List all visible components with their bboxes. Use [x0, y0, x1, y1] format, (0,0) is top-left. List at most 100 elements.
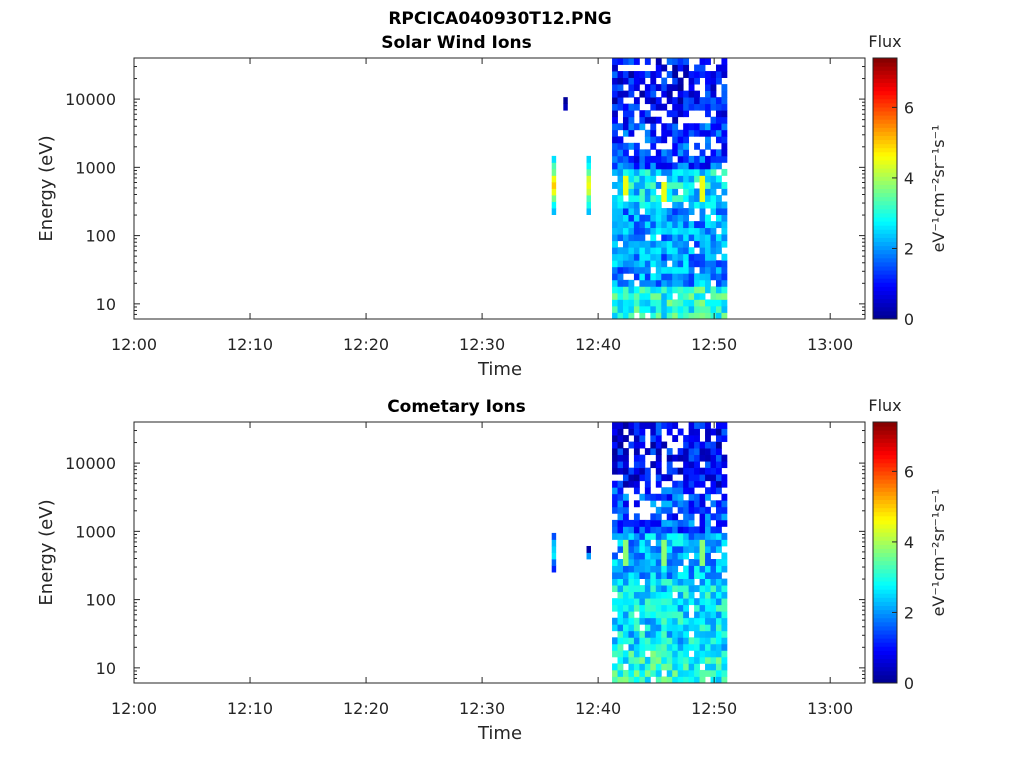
heatmap-cell [639, 663, 646, 671]
heatmap-cell [705, 305, 711, 313]
heatmap-cell [633, 208, 640, 215]
heatmap-cell [639, 611, 646, 619]
heatmap-cell [715, 656, 722, 664]
heatmap-cell [612, 643, 618, 651]
heatmap-cell [699, 292, 706, 300]
heatmap-cell [639, 656, 646, 664]
heatmap-cell [705, 611, 711, 619]
heatmap-cell [694, 441, 700, 449]
heatmap-cell [666, 559, 673, 566]
heatmap-cell [694, 195, 700, 202]
heatmap-cell [710, 611, 717, 619]
heatmap-cell [633, 545, 640, 553]
heatmap-cell [694, 467, 700, 475]
heatmap-cell [612, 422, 618, 429]
heatmap-cell [650, 116, 657, 124]
heatmap-cell [672, 617, 679, 625]
heatmap-cell [650, 247, 657, 255]
heatmap-cell [677, 201, 684, 209]
heatmap-cell [633, 559, 640, 566]
heatmap-cell [688, 487, 695, 495]
heatmap-cell [694, 227, 700, 235]
colorbar-tick-label: 2 [904, 603, 914, 622]
heatmap-cell [655, 201, 662, 209]
heatmap-cell [661, 90, 668, 98]
heatmap-cell [710, 305, 717, 313]
heatmap-cell [699, 247, 706, 255]
heatmap-cell [628, 643, 635, 651]
heatmap-cell [721, 103, 728, 111]
colorbar-segment [873, 536, 897, 541]
heatmap-cell [699, 526, 706, 534]
x-tick-label: 12:10 [227, 335, 273, 354]
heatmap-cell [699, 480, 706, 488]
colorbar-segment [873, 155, 897, 161]
heatmap-cell [612, 155, 618, 163]
heatmap-cell [699, 650, 706, 658]
heatmap-cell [705, 201, 711, 209]
heatmap-cell [672, 103, 679, 111]
heatmap-cell [683, 474, 690, 482]
heatmap-cell [721, 221, 728, 229]
heatmap-cell [633, 585, 640, 593]
heatmap-cell [694, 637, 700, 645]
heatmap-cell [699, 175, 706, 183]
observation [551, 532, 557, 573]
colorbar-label: eV⁻¹cm⁻²sr⁻¹s⁻¹ [929, 125, 948, 253]
heatmap-cell [710, 221, 717, 229]
heatmap-cell [650, 155, 657, 163]
heatmap-cell [710, 247, 717, 255]
heatmap-cell [612, 663, 618, 671]
heatmap-cell [644, 116, 651, 124]
heatmap-cell [688, 656, 695, 664]
heatmap-cell [694, 71, 700, 78]
heatmap-cell [705, 299, 711, 307]
heatmap-cell [661, 474, 668, 482]
heatmap-cell [672, 273, 679, 281]
observation [586, 155, 591, 215]
heatmap-cell [677, 637, 684, 645]
heatmap-cell [617, 234, 624, 242]
heatmap-cell [617, 493, 624, 501]
heatmap-cell [639, 181, 646, 189]
heatmap-cell [699, 559, 706, 566]
heatmap-cell [655, 467, 662, 475]
heatmap-cell [666, 650, 673, 658]
heatmap-cell [617, 195, 624, 202]
heatmap-cell [688, 286, 695, 294]
heatmap-cell [639, 474, 646, 482]
heatmap-cell [721, 637, 728, 645]
heatmap-cell [672, 598, 679, 606]
heatmap-cell [661, 637, 668, 645]
heatmap-cell [710, 487, 717, 495]
heatmap-cell [586, 208, 591, 215]
heatmap-cell [699, 493, 706, 501]
colorbar-segment [873, 597, 897, 602]
heatmap-cell [639, 279, 646, 287]
heatmap-cell [639, 545, 646, 553]
heatmap-cell [650, 260, 657, 268]
heatmap-cell [639, 539, 646, 547]
heatmap-cell [699, 71, 706, 78]
heatmap-cell [622, 506, 629, 514]
heatmap-cell [715, 643, 722, 651]
heatmap-cell [612, 227, 618, 235]
heatmap-cell [666, 624, 673, 632]
heatmap-cell [633, 656, 640, 664]
colorbar-segment [873, 511, 897, 517]
heatmap-cell [644, 676, 651, 684]
heatmap-cell [666, 110, 673, 118]
heatmap-cells [551, 422, 728, 684]
heatmap-cell [672, 630, 679, 638]
observation [563, 97, 568, 111]
heatmap-cell [705, 624, 711, 632]
heatmap-cell [622, 500, 629, 508]
heatmap-cell [650, 578, 657, 586]
heatmap-cell [683, 142, 690, 150]
heatmap-cell [715, 487, 722, 495]
heatmap-cell [715, 630, 722, 638]
heatmap-cell [683, 611, 690, 619]
heatmap-cell [688, 441, 695, 449]
heatmap-cell [721, 578, 728, 586]
heatmap-cell [655, 611, 662, 619]
